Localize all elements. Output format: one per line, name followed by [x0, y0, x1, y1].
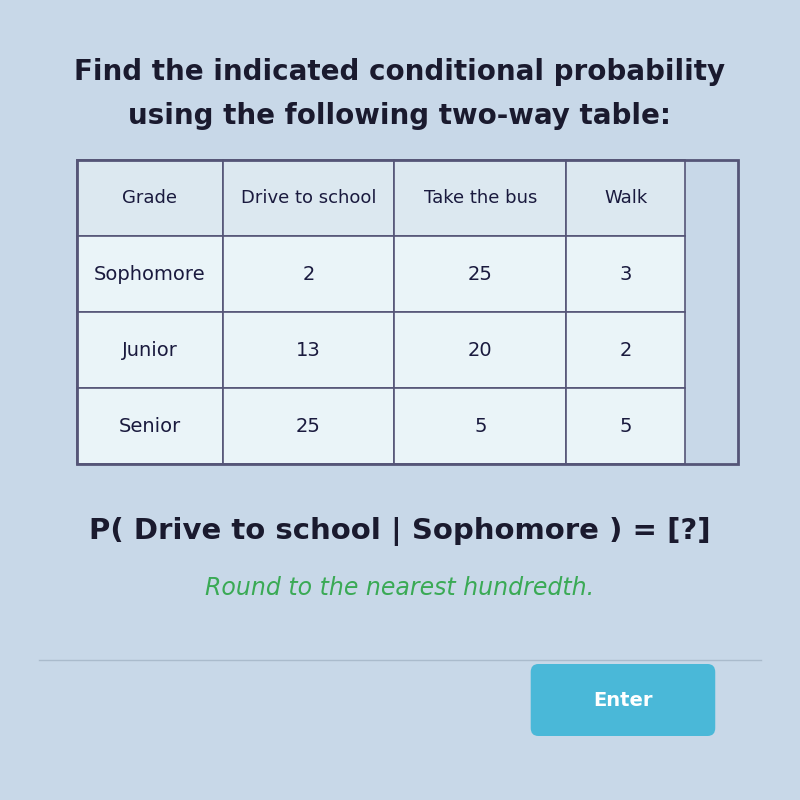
Text: 25: 25	[296, 417, 321, 435]
Text: Grade: Grade	[122, 189, 178, 207]
FancyBboxPatch shape	[77, 160, 222, 236]
FancyBboxPatch shape	[222, 388, 394, 464]
Text: 5: 5	[620, 417, 632, 435]
FancyBboxPatch shape	[566, 236, 686, 312]
Text: Drive to school: Drive to school	[241, 189, 376, 207]
Text: 13: 13	[296, 341, 321, 359]
Text: 2: 2	[620, 341, 632, 359]
FancyBboxPatch shape	[222, 236, 394, 312]
Text: Junior: Junior	[122, 341, 178, 359]
Text: 2: 2	[302, 265, 314, 283]
Text: P( Drive to school | Sophomore ) = [?]: P( Drive to school | Sophomore ) = [?]	[89, 518, 711, 546]
Text: 3: 3	[620, 265, 632, 283]
FancyBboxPatch shape	[222, 312, 394, 388]
FancyBboxPatch shape	[566, 160, 686, 236]
Text: Walk: Walk	[604, 189, 647, 207]
Text: Enter: Enter	[594, 690, 653, 710]
FancyBboxPatch shape	[222, 160, 394, 236]
FancyBboxPatch shape	[394, 236, 566, 312]
Text: 5: 5	[474, 417, 486, 435]
Text: Take the bus: Take the bus	[424, 189, 537, 207]
FancyBboxPatch shape	[566, 388, 686, 464]
FancyBboxPatch shape	[77, 388, 222, 464]
Text: Sophomore: Sophomore	[94, 265, 206, 283]
FancyBboxPatch shape	[566, 312, 686, 388]
Text: 20: 20	[468, 341, 493, 359]
FancyBboxPatch shape	[394, 160, 566, 236]
Text: Senior: Senior	[118, 417, 181, 435]
FancyBboxPatch shape	[394, 312, 566, 388]
Text: Find the indicated conditional probability: Find the indicated conditional probabili…	[74, 58, 726, 86]
FancyBboxPatch shape	[394, 388, 566, 464]
Text: 25: 25	[468, 265, 493, 283]
FancyBboxPatch shape	[77, 236, 222, 312]
FancyBboxPatch shape	[530, 664, 715, 736]
FancyBboxPatch shape	[77, 312, 222, 388]
Text: using the following two-way table:: using the following two-way table:	[129, 102, 671, 130]
Text: Round to the nearest hundredth.: Round to the nearest hundredth.	[206, 576, 594, 600]
